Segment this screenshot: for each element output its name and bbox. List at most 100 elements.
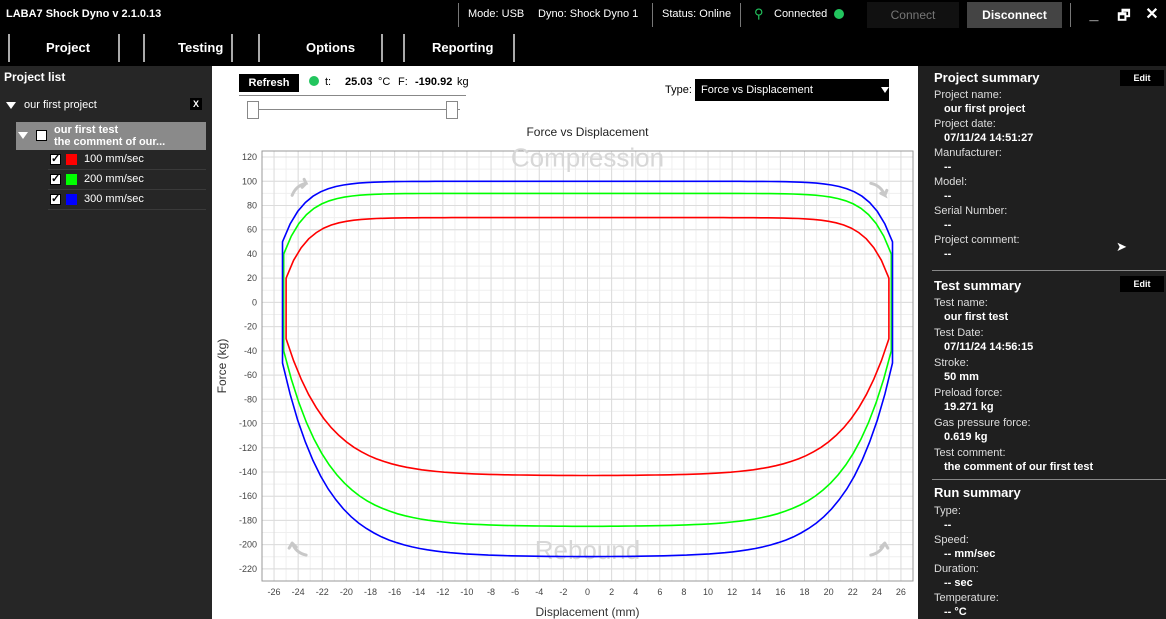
y-tick-label: 80 <box>247 201 257 211</box>
y-tick-label: -80 <box>244 394 257 404</box>
x-tick-label: -24 <box>292 587 305 597</box>
run-label: 100 mm/sec <box>84 153 144 165</box>
chart-area: Refresh t: 25.03 °C F: -190.92 kg Type: … <box>212 66 918 619</box>
y-tick-label: -220 <box>239 564 257 574</box>
menu-options[interactable]: Options <box>306 40 356 55</box>
y-tick-label: -60 <box>244 370 257 380</box>
restore-button[interactable]: 🗗 <box>1117 7 1131 23</box>
x-tick-label: -18 <box>364 587 377 597</box>
connect-button[interactable]: Connect <box>867 2 959 28</box>
dropdown-arrow-icon[interactable] <box>881 87 889 93</box>
close-button[interactable]: ✕ <box>1145 6 1159 23</box>
refresh-button[interactable]: Refresh <box>239 74 299 92</box>
field-label: Duration: <box>934 563 979 575</box>
x-tick-label: 24 <box>872 587 882 597</box>
x-tick-label: -6 <box>511 587 519 597</box>
edit-project-button[interactable]: Edit <box>1120 70 1164 86</box>
y-tick-label: -20 <box>244 322 257 332</box>
range-slider-track[interactable] <box>250 109 460 110</box>
x-tick-label: -16 <box>388 587 401 597</box>
field-label: Temperature: <box>934 592 999 604</box>
divider <box>652 3 653 27</box>
project-summary-title: Project summary <box>934 70 1040 85</box>
x-tick-label: -12 <box>436 587 449 597</box>
project-name: our first project <box>24 99 97 111</box>
field-label: Test comment: <box>934 447 1006 459</box>
run-list-item[interactable]: 100 mm/sec <box>48 152 206 170</box>
expand-triangle-icon[interactable] <box>18 132 28 139</box>
y-tick-label: -140 <box>239 467 257 477</box>
y-tick-label: 120 <box>242 152 257 162</box>
x-tick-label: -22 <box>316 587 329 597</box>
field-value: our first test <box>944 311 1009 323</box>
field-value: -- <box>944 219 952 231</box>
x-tick-label: 26 <box>896 587 906 597</box>
run-checkbox[interactable] <box>50 172 61 185</box>
range-slider-left-handle[interactable] <box>247 101 259 119</box>
field-label: Manufacturer: <box>934 147 1002 159</box>
field-label: Project date: <box>934 118 996 130</box>
plot-frame <box>261 150 914 582</box>
field-label: Model: <box>934 176 968 188</box>
arrow-icon <box>869 181 889 199</box>
project-tree-item[interactable]: our first project <box>0 96 206 116</box>
field-label: Stroke: <box>934 357 969 369</box>
expand-triangle-icon[interactable] <box>6 102 16 109</box>
run-label: 300 mm/sec <box>84 193 144 205</box>
x-tick-label: 16 <box>775 587 785 597</box>
run-checkbox[interactable] <box>50 152 61 165</box>
project-list-title: Project list <box>4 70 66 84</box>
test-checkbox[interactable] <box>36 130 47 141</box>
x-tick-label: 20 <box>824 587 834 597</box>
run-list-item[interactable]: 200 mm/sec <box>48 172 206 190</box>
test-tree-item[interactable]: our first test the comment of our... <box>16 122 206 150</box>
x-axis-label: Displacement (mm) <box>535 605 639 619</box>
status-label: Status: Online <box>662 8 732 20</box>
series-color-swatch <box>66 174 77 185</box>
mode-label: Mode: USB <box>468 8 525 20</box>
chart-type-select[interactable]: Force vs Displacement <box>695 79 889 101</box>
test-name: our first test <box>54 124 119 136</box>
x-tick-label: -10 <box>460 587 473 597</box>
menu-project[interactable]: Project <box>46 40 91 55</box>
test-summary-title: Test summary <box>934 278 1022 293</box>
field-label: Project comment: <box>934 234 1020 246</box>
menu-bar: Project Testing Options Reporting <box>0 30 1166 84</box>
field-value: 0.619 kg <box>944 431 988 443</box>
field-value: 19.271 kg <box>944 401 994 413</box>
x-tick-label: 12 <box>727 587 737 597</box>
minimize-button[interactable]: _ <box>1089 6 1099 23</box>
disconnect-button[interactable]: Disconnect <box>967 2 1062 28</box>
menu-testing[interactable]: Testing <box>178 40 224 55</box>
dyno-label: Dyno: Shock Dyno 1 <box>538 8 639 20</box>
field-label: Gas pressure force: <box>934 417 1031 429</box>
run-checkbox[interactable] <box>50 192 61 205</box>
y-tick-label: 0 <box>252 297 257 307</box>
y-axis-label: Force (kg) <box>215 339 229 394</box>
app-title: LABA7 Shock Dyno v 2.1.0.13 <box>6 8 162 20</box>
field-label: Preload force: <box>934 387 1003 399</box>
x-tick-label: 10 <box>703 587 713 597</box>
y-tick-label: -200 <box>239 540 257 550</box>
edit-test-button[interactable]: Edit <box>1120 276 1164 292</box>
x-tick-label: -8 <box>487 587 495 597</box>
force-label: F: <box>398 76 408 88</box>
x-tick-label: 18 <box>799 587 809 597</box>
menu-reporting[interactable]: Reporting <box>432 40 494 55</box>
remove-project-button[interactable]: X <box>190 98 202 110</box>
x-tick-label: 0 <box>585 587 590 597</box>
x-tick-label: 22 <box>848 587 858 597</box>
series-line <box>285 216 890 477</box>
field-value: -- °C <box>944 606 967 618</box>
type-label: Type: <box>665 84 692 96</box>
chart-title: Force vs Displacement <box>526 125 649 139</box>
field-value: -- mm/sec <box>944 548 996 560</box>
field-value: -- <box>944 248 952 260</box>
run-list-item[interactable]: 300 mm/sec <box>48 192 206 210</box>
connected-label: Connected <box>774 8 828 20</box>
run-summary-title: Run summary <box>934 485 1021 500</box>
field-value: -- <box>944 519 952 531</box>
range-slider-right-handle[interactable] <box>446 101 458 119</box>
field-label: Serial Number: <box>934 205 1008 217</box>
